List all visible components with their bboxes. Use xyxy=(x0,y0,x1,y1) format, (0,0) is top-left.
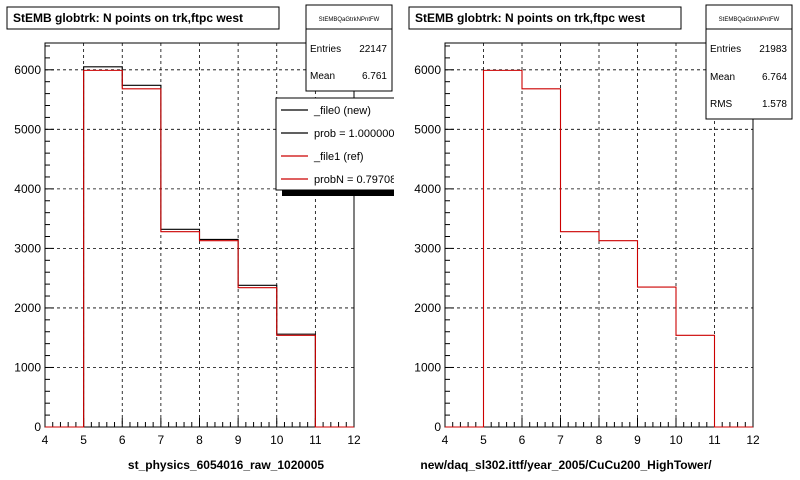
x-tick-label: 11 xyxy=(309,433,322,447)
y-tick-label: 0 xyxy=(34,420,41,434)
histogram-series-2 xyxy=(45,69,354,428)
stats-name: StEMBQaGtrkNPntFW xyxy=(719,17,780,23)
chart-title: StEMB globtrk: N points on trk,ftpc west xyxy=(13,11,243,25)
x-tick-label: 4 xyxy=(442,433,449,447)
x-axis-label: st_physics_6054016_raw_1020005 xyxy=(128,458,324,472)
stats-value: 22147 xyxy=(359,44,387,55)
x-tick-label: 5 xyxy=(480,433,487,447)
title-box xyxy=(6,6,280,30)
y-tick-label: 2000 xyxy=(14,301,41,315)
histogram-series-1 xyxy=(445,69,753,428)
y-tick-label: 4000 xyxy=(414,182,441,196)
histogram-panel-2: 4 5 6 7 8 9 10 11 12 0 1000 2000 3000 4000 5000 6000 StE… xyxy=(408,4,793,472)
stats-value: 1.578 xyxy=(762,99,787,110)
y-tick-label: 3000 xyxy=(414,241,441,255)
stats-label: Entries xyxy=(710,44,741,55)
chart-title: StEMB globtrk: N points on trk,ftpc west xyxy=(415,11,645,25)
stats-label: Mean xyxy=(710,72,735,83)
stats-value: 21983 xyxy=(759,44,787,55)
y-tick-label: 5000 xyxy=(414,122,441,136)
stats-box xyxy=(305,4,393,92)
x-tick-label: 7 xyxy=(158,433,165,447)
legend-box xyxy=(275,97,394,191)
title-box xyxy=(408,6,682,30)
x-tick-label: 8 xyxy=(596,433,603,447)
y-tick-label: 5000 xyxy=(14,122,41,136)
stats-value: 6.761 xyxy=(362,71,387,82)
x-tick-label: 10 xyxy=(270,433,284,447)
y-tick-label: 2000 xyxy=(414,301,441,315)
x-tick-label: 7 xyxy=(557,433,564,447)
x-tick-label: 6 xyxy=(119,433,126,447)
stats-label: Entries xyxy=(310,44,341,55)
stats-value: 6.764 xyxy=(762,72,787,83)
y-tick-label: 6000 xyxy=(414,63,441,77)
x-tick-label: 6 xyxy=(519,433,526,447)
x-axis-label: new/daq_sl302.ittf/year_2005/CuCu200_Hig… xyxy=(420,458,712,472)
y-tick-label: 1000 xyxy=(14,360,41,374)
y-tick-label: 1000 xyxy=(414,360,441,374)
stats-label: Mean xyxy=(310,71,335,82)
y-tick-label: 0 xyxy=(434,420,441,434)
x-tick-label: 12 xyxy=(347,433,361,447)
legend-entry: probN = 0.797082 xyxy=(314,174,402,186)
y-tick-label: 6000 xyxy=(14,63,41,77)
x-tick-label: 11 xyxy=(708,433,721,447)
stats-box xyxy=(705,4,793,120)
y-tick-label: 4000 xyxy=(14,182,41,196)
x-tick-label: 4 xyxy=(42,433,49,447)
histogram-panel-1: 4 5 6 7 8 9 10 11 12 0 1000 2000 3000 4000 5000 6000 StE… xyxy=(6,4,402,472)
y-tick-label: 3000 xyxy=(14,241,41,255)
x-tick-label: 5 xyxy=(80,433,87,447)
x-tick-label: 9 xyxy=(634,433,641,447)
stats-name: StEMBQaGtrkNPntFW xyxy=(319,17,380,23)
stats-label: RMS xyxy=(710,99,733,110)
x-tick-label: 10 xyxy=(669,433,683,447)
x-tick-label: 9 xyxy=(235,433,242,447)
legend: _file0 (new) prob = 1.000000 _file1 (ref) p… xyxy=(275,97,402,196)
legend-entry: _file1 (ref) xyxy=(313,151,364,163)
legend-entry: _file0 (new) xyxy=(313,105,371,117)
x-tick-label: 12 xyxy=(746,433,760,447)
x-tick-label: 8 xyxy=(196,433,203,447)
legend-entry: prob = 1.000000 xyxy=(314,128,394,140)
